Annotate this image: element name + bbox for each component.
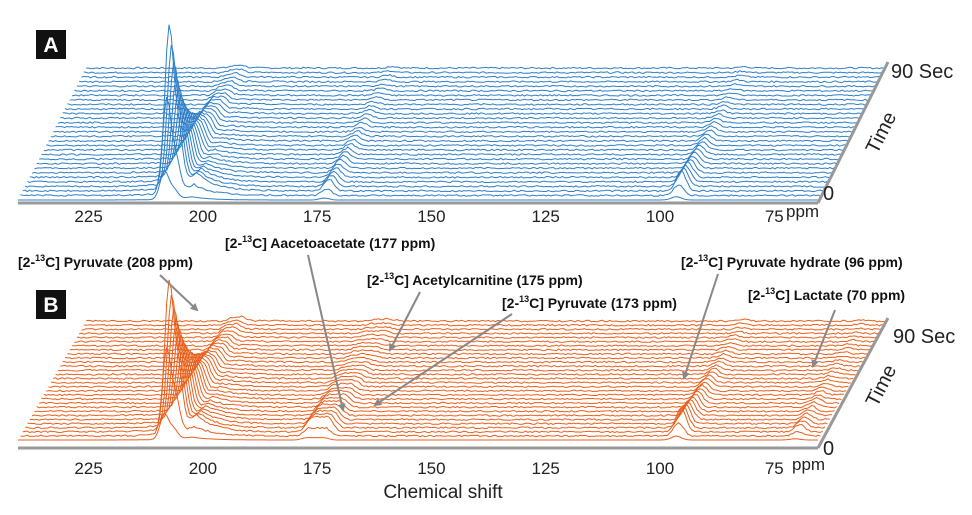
panel-b-x-unit: ppm [792, 455, 825, 474]
annotation-lactate-70: [2-13C] Lactate (70 ppm) [748, 286, 905, 303]
panel-b-trace-16 [55, 352, 856, 376]
arrow-lactate-70 [811, 309, 836, 368]
panel-b-x-tick-125: 125 [532, 459, 560, 478]
arrow-acetylcarnitine-175 [389, 291, 421, 352]
panel-b-time-label: Time [862, 361, 901, 410]
panel-b-trace-2 [22, 279, 823, 434]
panel-b-x-tick-175: 175 [303, 459, 331, 478]
panel-a-trace-24 [74, 84, 875, 93]
panel-a-trace-21 [67, 95, 868, 106]
panel-a-x-unit: ppm [786, 202, 819, 221]
panel-b-trace-28 [83, 319, 884, 327]
panel-a-trace-25 [76, 80, 877, 88]
annotation-pyruvate-173: [2-13C] Pyruvate (173 ppm) [502, 294, 677, 311]
panel-b: B 225 200 175 150 125 100 75 ppm 0 90 Sec Time… [18, 234, 955, 503]
panel-a-time-label: Time [862, 108, 901, 157]
annotation-pyruvate-hydrate-96: [2-13C] Pyruvate hydrate (96 ppm) [681, 253, 903, 270]
panel-b-x-tick-75: 75 [765, 459, 784, 478]
panel-a-label-box [36, 30, 66, 59]
panel-a-x-tick-100: 100 [646, 207, 674, 226]
panel-b-time-max: 90 Sec [893, 326, 955, 348]
panel-b-x-ticks: 225 200 175 150 125 100 75 [74, 459, 783, 478]
panel-b-x-tick-225: 225 [74, 459, 102, 478]
panel-b-trace-23 [72, 336, 873, 348]
panel-a-x-tick-175: 175 [303, 207, 331, 226]
peak-annotations: [2-13C] Pyruvate (208 ppm) [2-13C] Aacet… [18, 234, 905, 412]
arrow-pyruvate-173 [373, 313, 513, 407]
panel-a-trace-2 [22, 24, 823, 193]
panel-b-label-box [36, 290, 66, 319]
panel-a-label: A [43, 34, 58, 57]
panel-b-trace-26 [78, 326, 880, 335]
panel-b-trace-29 [86, 315, 887, 323]
panel-a-trace-27 [81, 71, 882, 79]
panel-b-label: B [43, 294, 58, 317]
panel-a-trace-28 [83, 68, 884, 74]
panel-a-trace-0 [18, 169, 818, 201]
panel-a-trace-23 [71, 88, 873, 97]
panel-b-traces [18, 279, 887, 441]
panel-a-trace-3 [24, 44, 825, 188]
panel-a-trace-18 [60, 105, 861, 120]
panel-a-x-tick-125: 125 [532, 207, 560, 226]
panel-b-time-min: 0 [823, 438, 834, 460]
panel-b-time-axis-line [816, 317, 890, 449]
panel-b-trace-0 [18, 412, 818, 441]
panel-a-trace-7 [34, 93, 835, 170]
panel-b-trace-27 [81, 322, 882, 331]
annotation-acetylcarnitine-175: [2-13C] Acetylcarnitine (175 ppm) [367, 271, 583, 288]
panel-a-trace-16 [55, 110, 856, 129]
panel-b-trace-24 [74, 333, 875, 343]
panel-a-time-min: 0 [823, 183, 834, 205]
annotation-pyruvate-208: [2-13C] Pyruvate (208 ppm) [18, 253, 193, 270]
panel-a-time-axis-line [816, 61, 890, 204]
panel-b-x-tick-150: 150 [417, 459, 445, 478]
panel-a-traces [18, 24, 887, 201]
arrow-pyruvate-208 [159, 274, 199, 312]
panel-a-trace-26 [78, 76, 880, 84]
panel-a-trace-8 [36, 100, 838, 165]
panel-a-trace-9 [39, 105, 840, 161]
panel-b-trace-22 [69, 339, 870, 352]
panel-b-trace-1 [20, 347, 821, 438]
panel-a-trace-20 [64, 98, 866, 111]
panel-a-time-max: 90 Sec [891, 61, 953, 83]
panel-a-trace-22 [69, 92, 870, 102]
panel-a-x-tick-225: 225 [74, 207, 102, 226]
panel-a-x-ticks: 225 200 175 150 125 100 75 [74, 207, 783, 226]
panel-b-x-tick-100: 100 [646, 459, 674, 478]
panel-b-x-tick-200: 200 [189, 459, 217, 478]
panel-a-x-tick-150: 150 [417, 207, 445, 226]
arrow-aacetoacetate-177 [307, 254, 346, 412]
arrow-pyruvate-hydrate-96 [682, 273, 719, 380]
annotation-aacetoacetate-177: [2-13C] Aacetoacetate (177 ppm) [225, 234, 435, 251]
panel-b-trace-8 [36, 340, 838, 409]
panel-a-x-tick-200: 200 [189, 207, 217, 226]
panel-b-x-axis-title: Chemical shift [383, 482, 503, 503]
panel-a-trace-1 [20, 96, 821, 197]
panel-a-x-tick-75: 75 [765, 207, 784, 226]
panel-a: A 225 200 175 150 125 100 75 ppm 0 90 Sec Time [18, 24, 953, 226]
panel-a-trace-29 [86, 64, 887, 70]
